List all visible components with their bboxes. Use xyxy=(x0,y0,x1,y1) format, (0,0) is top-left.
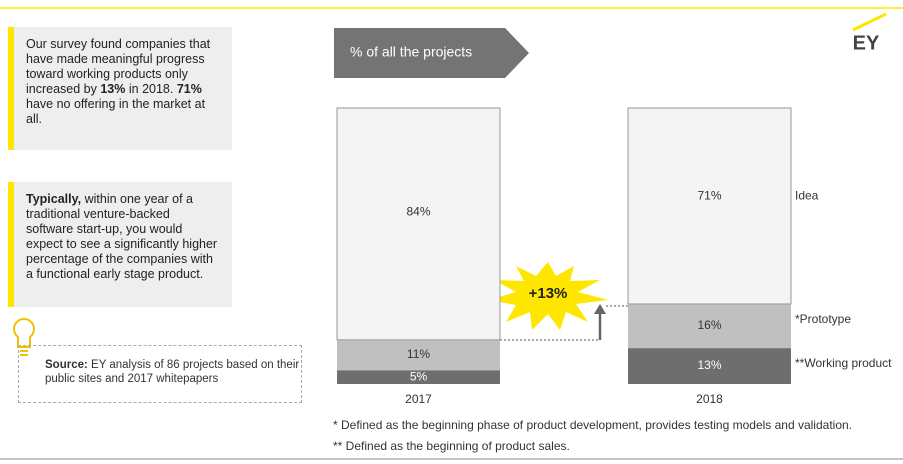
callout-text: Typically, xyxy=(26,192,82,206)
bar-segment xyxy=(337,370,500,384)
value-label: 71% xyxy=(697,188,721,202)
source-text: EY analysis of 86 projects based on thei… xyxy=(45,359,300,385)
bar-segment xyxy=(628,303,791,349)
footnote: ** Defined as the beginning of product s… xyxy=(333,439,570,453)
logo: EY xyxy=(853,32,880,54)
bar-segment xyxy=(627,107,792,305)
bar-segment xyxy=(336,107,501,341)
chart-title: % of all the projects xyxy=(350,44,472,60)
legend-label: Idea xyxy=(795,188,819,202)
title-banner xyxy=(334,28,529,78)
value-label: 84% xyxy=(406,204,430,218)
value-label: 5% xyxy=(410,369,428,383)
value-label: 16% xyxy=(697,318,721,332)
bulb-icon xyxy=(13,318,35,356)
bar-segment xyxy=(337,339,500,371)
callout-text: Our survey found companies that have mad… xyxy=(26,37,211,96)
x-tick-label: 2018 xyxy=(696,392,723,406)
callout: Our survey found companies that have mad… xyxy=(8,27,232,150)
source-text: Source: xyxy=(45,359,88,371)
callout-text: 71% xyxy=(176,82,202,96)
callout-text: 13% xyxy=(100,82,126,96)
callout-text: have no offering in the market at all. xyxy=(26,97,206,126)
x-tick-label: 2017 xyxy=(405,392,432,406)
callout: Typically, within one year of a traditio… xyxy=(8,182,232,307)
footnote: * Defined as the beginning phase of prod… xyxy=(333,418,852,432)
logo-slash xyxy=(852,12,887,32)
source-box: Source: EY analysis of 86 projects based… xyxy=(18,345,302,403)
callout-text: within one year of a traditional venture… xyxy=(26,192,218,281)
bar-segment xyxy=(628,348,791,384)
annotation: +13% xyxy=(529,285,568,302)
callout-text: in 2018. xyxy=(125,82,177,96)
value-label: 13% xyxy=(697,358,721,372)
legend-label: *Prototype xyxy=(795,312,851,326)
value-label: 11% xyxy=(407,347,430,361)
starburst xyxy=(488,262,608,330)
arrow-head xyxy=(594,304,606,314)
legend-label: **Working product xyxy=(795,356,892,370)
